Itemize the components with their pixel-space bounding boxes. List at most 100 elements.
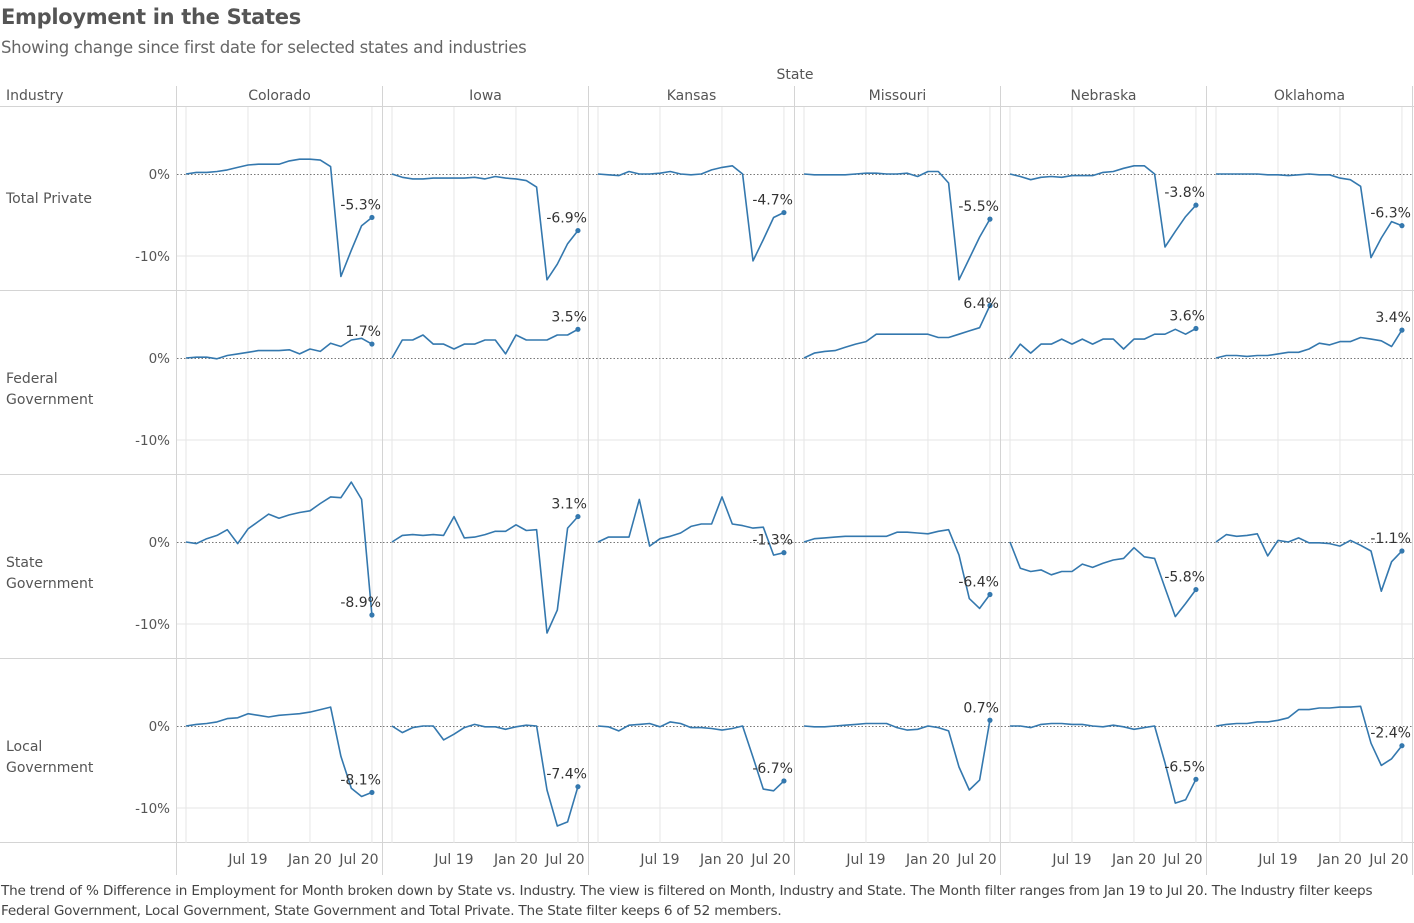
end-value-label: 0.7% [963, 700, 999, 716]
x-tick-label: Jul 20 [1368, 852, 1408, 868]
x-tick-label: Jul 20 [544, 852, 584, 868]
series-line [803, 720, 991, 791]
series-line [597, 496, 785, 556]
end-value-label: -2.4% [1370, 726, 1411, 742]
series-line [803, 305, 991, 359]
x-tick-label: Jul 19 [845, 852, 885, 868]
x-tick-label: Jul 19 [433, 852, 473, 868]
x-tick-label: Jul 19 [1051, 852, 1091, 868]
end-point-marker [1193, 202, 1199, 208]
series-line [1009, 541, 1197, 618]
end-value-label: 6.4% [963, 296, 999, 312]
y-tick-label: -10% [135, 249, 170, 265]
panel-colorado: -8.9% [177, 475, 382, 659]
y-tick-label: -10% [135, 433, 170, 449]
end-point-marker [987, 717, 993, 723]
panel-oklahoma: -2.4% [1207, 659, 1412, 843]
panel-colorado: -8.1% [177, 659, 382, 843]
panel-nebraska: 3.6% [1001, 291, 1206, 475]
row-header[interactable]: Total Private [6, 189, 166, 210]
end-value-label: -5.8% [1164, 570, 1205, 586]
series-line [597, 165, 785, 262]
end-point-marker [1193, 586, 1199, 593]
end-value-label: -6.4% [958, 574, 999, 590]
panel-missouri: -5.5% [795, 107, 1000, 291]
column-header-nebraska[interactable]: Nebraska [1070, 88, 1137, 104]
end-point-marker [987, 216, 993, 222]
series-line [391, 515, 579, 634]
series-line [803, 528, 991, 610]
end-value-label: -3.8% [1164, 185, 1205, 201]
series-line [1215, 532, 1403, 593]
x-tick-label: Jul 19 [1257, 852, 1297, 868]
series-line [597, 721, 785, 792]
panel-iowa: -7.4% [383, 659, 588, 843]
end-point-marker [1193, 325, 1199, 332]
series-line [1216, 173, 1403, 259]
end-value-label: -4.7% [752, 193, 793, 209]
end-point-marker [575, 227, 581, 234]
end-value-label: -1.3% [752, 533, 793, 549]
row-header-line: Total Private [6, 191, 92, 207]
panel-iowa: 3.5% [383, 291, 588, 475]
row-header[interactable]: State Government [6, 553, 166, 595]
panel-missouri: -6.4% [795, 475, 1000, 659]
x-tick-label: Jan 20 [1111, 852, 1156, 868]
x-tick-label: Jan 20 [287, 852, 332, 868]
end-value-label: -5.3% [340, 197, 381, 213]
page-subtitle: Showing change since first date for sele… [1, 38, 527, 57]
panel-oklahoma: -1.1% [1207, 475, 1412, 659]
column-header-iowa[interactable]: Iowa [469, 88, 502, 104]
panel-oklahoma: -6.3% [1207, 107, 1412, 291]
series-line [391, 173, 579, 281]
x-tick-label: Jan 20 [905, 852, 950, 868]
column-header-colorado[interactable]: Colorado [248, 88, 311, 104]
end-point-marker [575, 326, 581, 332]
panel-nebraska: -6.5% [1001, 659, 1206, 843]
series-line [185, 481, 373, 616]
series-line [1215, 705, 1403, 767]
row-header-line: State [6, 555, 44, 571]
row-dimension-header[interactable]: Industry [6, 88, 64, 104]
row-header-line: Government [6, 392, 94, 408]
row-header-line: Government [6, 760, 94, 776]
end-point-marker [1399, 327, 1405, 333]
column-header-kansas[interactable]: Kansas [666, 88, 717, 104]
panel-kansas: -1.3% [589, 475, 794, 659]
column-header-missouri[interactable]: Missouri [868, 88, 927, 104]
panel-iowa: -6.9% [383, 107, 588, 291]
column-header-oklahoma[interactable]: Oklahoma [1273, 88, 1346, 104]
panel-colorado: -5.3% [177, 107, 382, 291]
panel-nebraska: -3.8% [1001, 107, 1206, 291]
x-tick-label: Jan 20 [699, 852, 744, 868]
y-tick-label: -10% [135, 801, 170, 817]
end-value-label: -6.9% [546, 211, 587, 227]
x-tick-label: Jan 20 [493, 852, 538, 868]
row-header[interactable]: Local Government [6, 737, 166, 779]
end-value-label: 3.4% [1375, 310, 1411, 326]
end-point-marker [1193, 776, 1199, 782]
column-dimension-header[interactable]: State [776, 67, 814, 83]
row-header-line: Federal [6, 371, 58, 387]
panel-missouri: 0.7% [795, 659, 1000, 843]
x-tick-label: Jul 19 [227, 852, 267, 868]
end-point-marker [369, 341, 375, 347]
panel-missouri: 6.4% [795, 291, 1000, 475]
chart-caption: The trend of % Difference in Employment … [1, 883, 1373, 919]
end-point-marker [781, 209, 787, 216]
end-point-marker [987, 591, 993, 598]
end-point-marker [575, 513, 581, 520]
y-tick-label: 0% [149, 719, 171, 735]
end-point-marker [1399, 548, 1405, 554]
end-value-label: -8.1% [340, 772, 381, 788]
panel-kansas: -6.7% [589, 659, 794, 843]
x-tick-label: Jul 20 [956, 852, 996, 868]
end-value-label: -6.5% [1164, 759, 1205, 775]
series-line [803, 170, 991, 281]
end-value-label: -1.1% [1370, 531, 1411, 547]
row-header-line: Government [6, 576, 94, 592]
end-value-label: 1.7% [345, 324, 381, 340]
end-point-marker [1399, 743, 1405, 749]
row-header[interactable]: Federal Government [6, 369, 166, 411]
